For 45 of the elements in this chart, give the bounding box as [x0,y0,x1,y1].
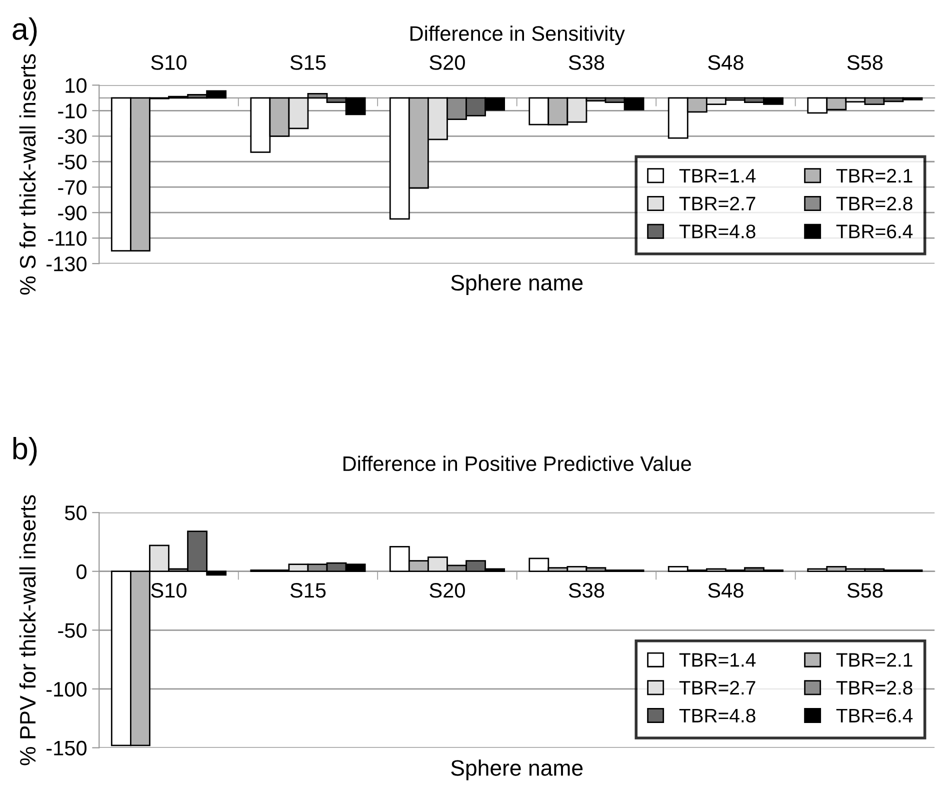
y-tick-label: -90 [58,206,87,220]
x-tick-label: S20 [430,583,465,598]
text: b) [13,437,37,466]
y-tick-label: -110 [48,231,87,246]
legend-label: TBR=2.7 [679,680,756,694]
x-axis-title: Sphere name [451,274,583,295]
legend-label: TBR=2.8 [836,196,912,210]
x-tick-label: S10 [151,583,186,598]
y-axis-title: % PPV for thick-wall inserts [19,495,36,766]
legend-label: TBR=2.1 [836,168,912,182]
y-tick-label: -50 [58,154,87,170]
y-tick-label: 10 [66,78,86,93]
y-tick-label: -100 [46,682,87,697]
legend-label: TBR=4.8 [679,708,756,723]
x-tick-label: S20 [430,55,465,70]
y-tick-label: -130 [46,256,87,272]
legend-label: TBR=2.7 [679,196,756,210]
text: a) [12,17,37,46]
legend-label: TBR=1.4 [679,653,756,667]
x-tick-label: S48 [708,583,744,598]
x-tick-label: S58 [847,55,883,70]
x-tick-label: S15 [290,55,326,70]
x-tick-label: S38 [568,55,604,70]
legend-label: TBR=6.4 [836,708,913,723]
y-axis-title: % S for thick-wall inserts [19,54,36,295]
legend-label: TBR=1.4 [679,169,756,182]
x-tick-label: S38 [568,583,604,598]
y-tick-label: 50 [64,506,86,520]
y-tick-label: 0 [76,564,86,580]
x-tick-label: S58 [847,583,883,598]
legend-label: TBR=6.4 [836,224,913,238]
y-tick-label: -70 [58,180,87,195]
y-tick-label: -10 [58,104,87,118]
y-tick-label: -30 [58,129,87,144]
chart-title: Difference in Sensitivity [410,26,625,46]
legend-label: TBR=4.8 [679,224,756,238]
chart-title: Difference in Positive Predictive Value [343,456,691,472]
x-tick-label: S10 [151,55,186,70]
legend-label: TBR=2.8 [836,680,912,695]
x-axis-title: Sphere name [451,760,583,780]
legend-label: TBR=2.1 [836,653,912,667]
x-tick-label: S48 [708,55,744,70]
y-tick-label: -50 [58,623,87,638]
x-tick-label: S15 [290,583,326,598]
y-tick-label: -150 [46,740,87,756]
